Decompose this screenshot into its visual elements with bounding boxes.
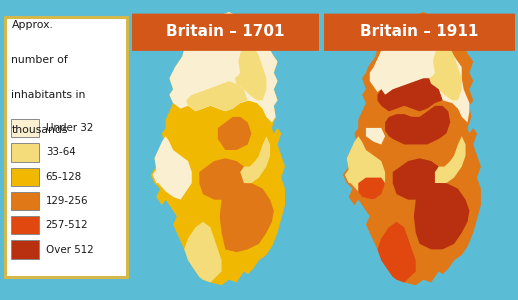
- Polygon shape: [177, 26, 274, 122]
- Polygon shape: [235, 40, 266, 100]
- Text: 33-64: 33-64: [46, 147, 76, 158]
- Polygon shape: [151, 12, 285, 285]
- FancyBboxPatch shape: [11, 192, 39, 210]
- Polygon shape: [199, 158, 248, 200]
- Text: 257-512: 257-512: [46, 220, 88, 230]
- Text: Under 32: Under 32: [46, 123, 93, 133]
- Polygon shape: [153, 136, 192, 200]
- Text: thousands: thousands: [11, 125, 68, 135]
- FancyBboxPatch shape: [11, 143, 39, 162]
- Polygon shape: [385, 106, 450, 145]
- Polygon shape: [345, 136, 385, 200]
- Polygon shape: [414, 183, 469, 249]
- Polygon shape: [169, 12, 278, 122]
- Text: Britain – 1701: Britain – 1701: [166, 24, 284, 39]
- Polygon shape: [435, 136, 466, 183]
- Polygon shape: [343, 12, 481, 285]
- Polygon shape: [378, 78, 442, 111]
- Polygon shape: [184, 222, 222, 283]
- FancyBboxPatch shape: [11, 167, 39, 186]
- Polygon shape: [358, 178, 385, 200]
- Polygon shape: [378, 222, 416, 283]
- FancyBboxPatch shape: [11, 216, 39, 235]
- Polygon shape: [393, 158, 442, 200]
- Polygon shape: [218, 117, 251, 150]
- Text: inhabitants in: inhabitants in: [11, 90, 86, 100]
- Text: number of: number of: [11, 55, 68, 65]
- Polygon shape: [169, 106, 263, 169]
- Text: 65-128: 65-128: [46, 172, 82, 182]
- Polygon shape: [240, 136, 270, 183]
- Polygon shape: [429, 40, 462, 100]
- Text: Britain – 1911: Britain – 1911: [361, 24, 479, 39]
- Text: Approx.: Approx.: [11, 20, 53, 30]
- Polygon shape: [220, 183, 274, 252]
- Text: 129-256: 129-256: [46, 196, 88, 206]
- FancyBboxPatch shape: [5, 17, 127, 277]
- FancyBboxPatch shape: [318, 14, 518, 51]
- FancyBboxPatch shape: [126, 14, 324, 51]
- Polygon shape: [366, 128, 385, 145]
- Polygon shape: [370, 26, 469, 122]
- Text: Over 512: Over 512: [46, 244, 93, 255]
- FancyBboxPatch shape: [11, 240, 39, 259]
- FancyBboxPatch shape: [11, 119, 39, 137]
- Polygon shape: [186, 81, 248, 111]
